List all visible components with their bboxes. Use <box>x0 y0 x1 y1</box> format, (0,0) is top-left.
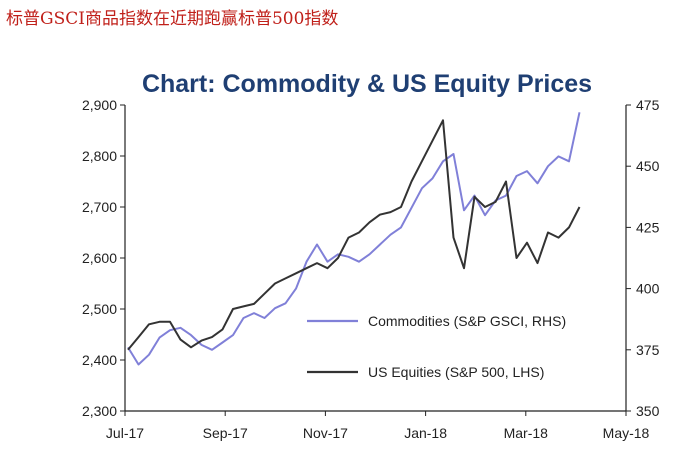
left-tick-label: 2,400 <box>82 352 117 368</box>
right-tick-label: 350 <box>636 403 660 419</box>
page-caption: 标普GSCI商品指数在近期跑赢标普500指数 <box>6 9 339 29</box>
x-tick-label: Mar-18 <box>504 425 549 441</box>
left-tick-label: 2,600 <box>82 250 117 266</box>
x-tick-label: May-18 <box>603 425 650 441</box>
chart-axes: 2,300 2,400 2,500 2,600 2,700 2,800 2,900 350 37… <box>82 97 660 441</box>
left-tick-label: 2,300 <box>82 403 117 419</box>
right-tick-label: 475 <box>636 97 660 113</box>
chart-lines <box>127 112 581 366</box>
right-tick-label: 400 <box>636 281 660 297</box>
chart-title: Chart: Commodity & US Equity Prices <box>142 70 592 98</box>
x-tick-label: Jan-18 <box>404 425 447 441</box>
chart-legend: Commodities (S&P GSCI, RHS) US Equities (… <box>307 313 566 380</box>
legend-label: US Equities (S&P 500, LHS) <box>368 364 544 380</box>
x-tick-label: Jul-17 <box>106 425 144 441</box>
x-tick-label: Sep-17 <box>203 425 248 441</box>
right-tick-label: 450 <box>636 158 660 174</box>
series-line-us-equities <box>127 119 581 351</box>
left-tick-label: 2,800 <box>82 148 117 164</box>
series-line-commodities <box>127 112 581 366</box>
right-tick-label: 425 <box>636 219 660 235</box>
x-tick-label: Nov-17 <box>303 425 348 441</box>
left-tick-label: 2,900 <box>82 97 117 113</box>
left-tick-label: 2,500 <box>82 301 117 317</box>
left-tick-label: 2,700 <box>82 199 117 215</box>
right-tick-label: 375 <box>636 342 660 358</box>
legend-label: Commodities (S&P GSCI, RHS) <box>368 313 566 329</box>
